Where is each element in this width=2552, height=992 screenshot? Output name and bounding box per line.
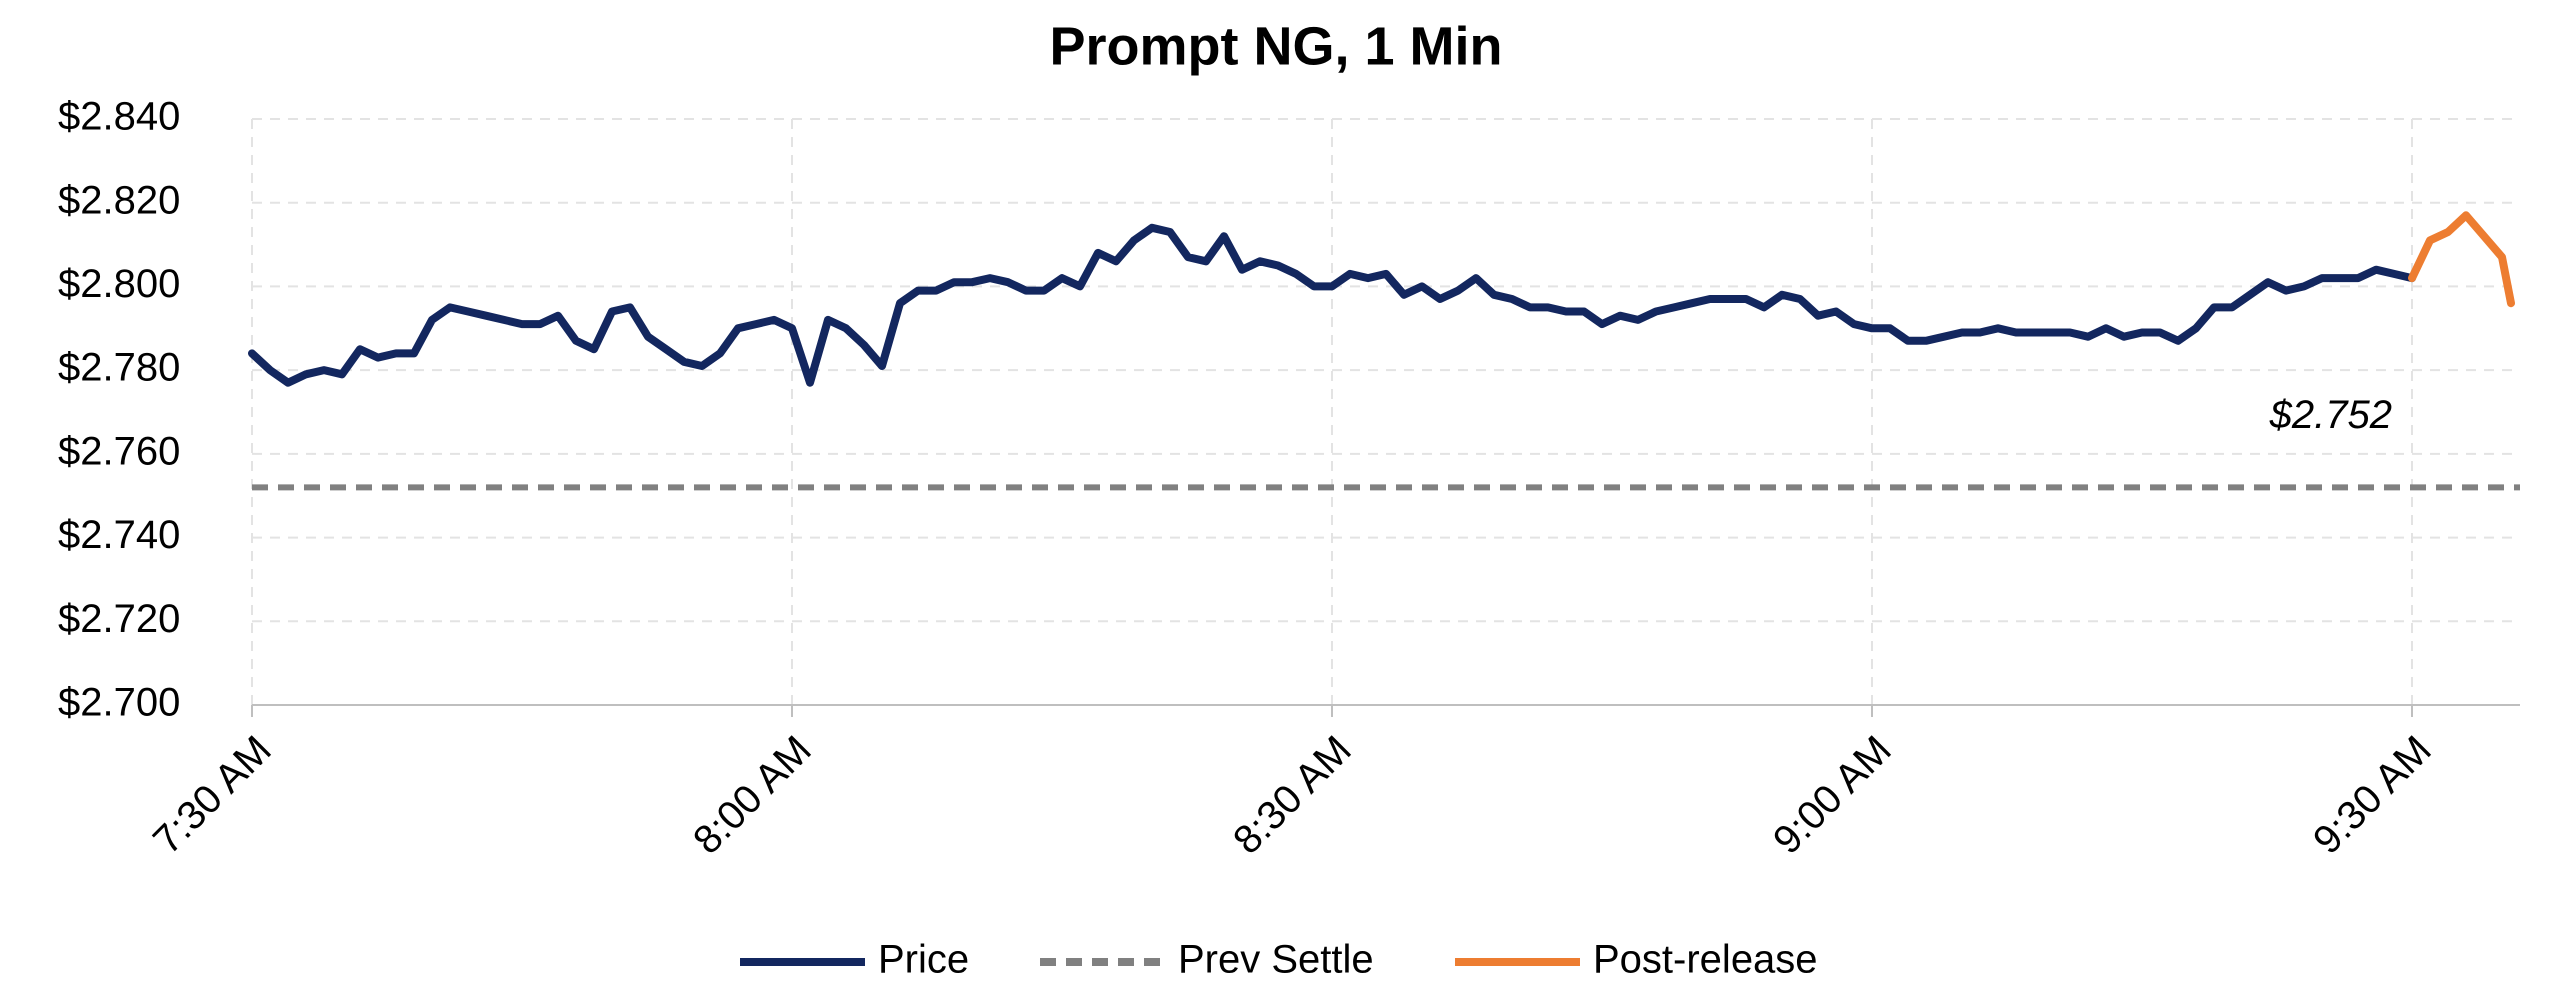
y-tick-label: $2.740 [58, 513, 180, 557]
y-tick-label: $2.760 [58, 429, 180, 473]
y-tick-label: $2.720 [58, 597, 180, 641]
reference-label: $2.752 [2269, 393, 2392, 437]
series-line [2408, 211, 2515, 308]
y-tick-label: $2.800 [58, 262, 180, 306]
y-tick-label: $2.820 [58, 178, 180, 222]
legend-label: Price [878, 938, 969, 982]
legend-label: Prev Settle [1178, 938, 1374, 982]
series-line [248, 223, 2416, 387]
y-tick-label: $2.840 [58, 95, 180, 139]
y-tick-label: $2.700 [58, 681, 180, 725]
chart-title: Prompt NG, 1 Min [1049, 16, 1502, 76]
legend-label: Post-release [1593, 938, 1818, 982]
y-tick-label: $2.780 [58, 346, 180, 390]
